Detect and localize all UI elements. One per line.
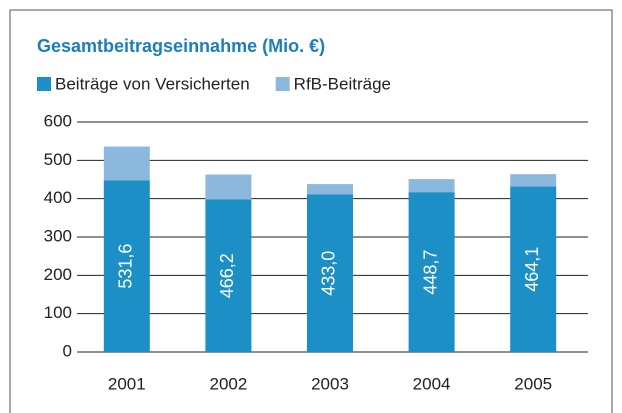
- y-tick-label: 600: [44, 111, 72, 130]
- legend-swatch: [275, 77, 290, 91]
- total-label: 464,1: [522, 247, 542, 292]
- y-tick-label: 200: [44, 265, 72, 284]
- legend-label: RfB-Beiträge: [294, 74, 391, 93]
- bar-segment: [103, 146, 150, 181]
- x-tick-label: 2002: [209, 374, 247, 393]
- bar-segment: [103, 180, 150, 352]
- bar-segment: [307, 184, 353, 195]
- bar-segment: [205, 174, 252, 200]
- legend-swatch: [37, 77, 51, 91]
- bar-segment: [205, 199, 252, 352]
- x-tick-label: 2005: [514, 374, 552, 393]
- y-tick-label: 300: [44, 226, 72, 245]
- frame: [9, 9, 613, 413]
- bar-segment: [408, 192, 455, 352]
- bar-segment: [307, 194, 353, 352]
- total-label: 531,6: [116, 244, 136, 289]
- x-tick-label: 2003: [311, 374, 349, 393]
- y-tick-label: 100: [44, 303, 72, 322]
- bar-segment: [408, 179, 455, 193]
- x-tick-label: 2001: [108, 374, 146, 393]
- bar-segment: [510, 186, 557, 352]
- y-tick-label: 400: [44, 188, 72, 207]
- x-tick-label: 2004: [413, 374, 451, 393]
- bar-segment: [510, 174, 557, 187]
- total-label: 433,0: [319, 251, 339, 296]
- chart-title: Gesamtbeitragseinnahme (Mio. €): [37, 36, 325, 56]
- legend-label: Beiträge von Versicherten: [55, 74, 250, 93]
- y-tick-label: 0: [63, 341, 72, 360]
- y-tick-label: 500: [44, 150, 72, 169]
- total-label: 466,2: [217, 253, 237, 298]
- total-label: 448,7: [420, 250, 440, 295]
